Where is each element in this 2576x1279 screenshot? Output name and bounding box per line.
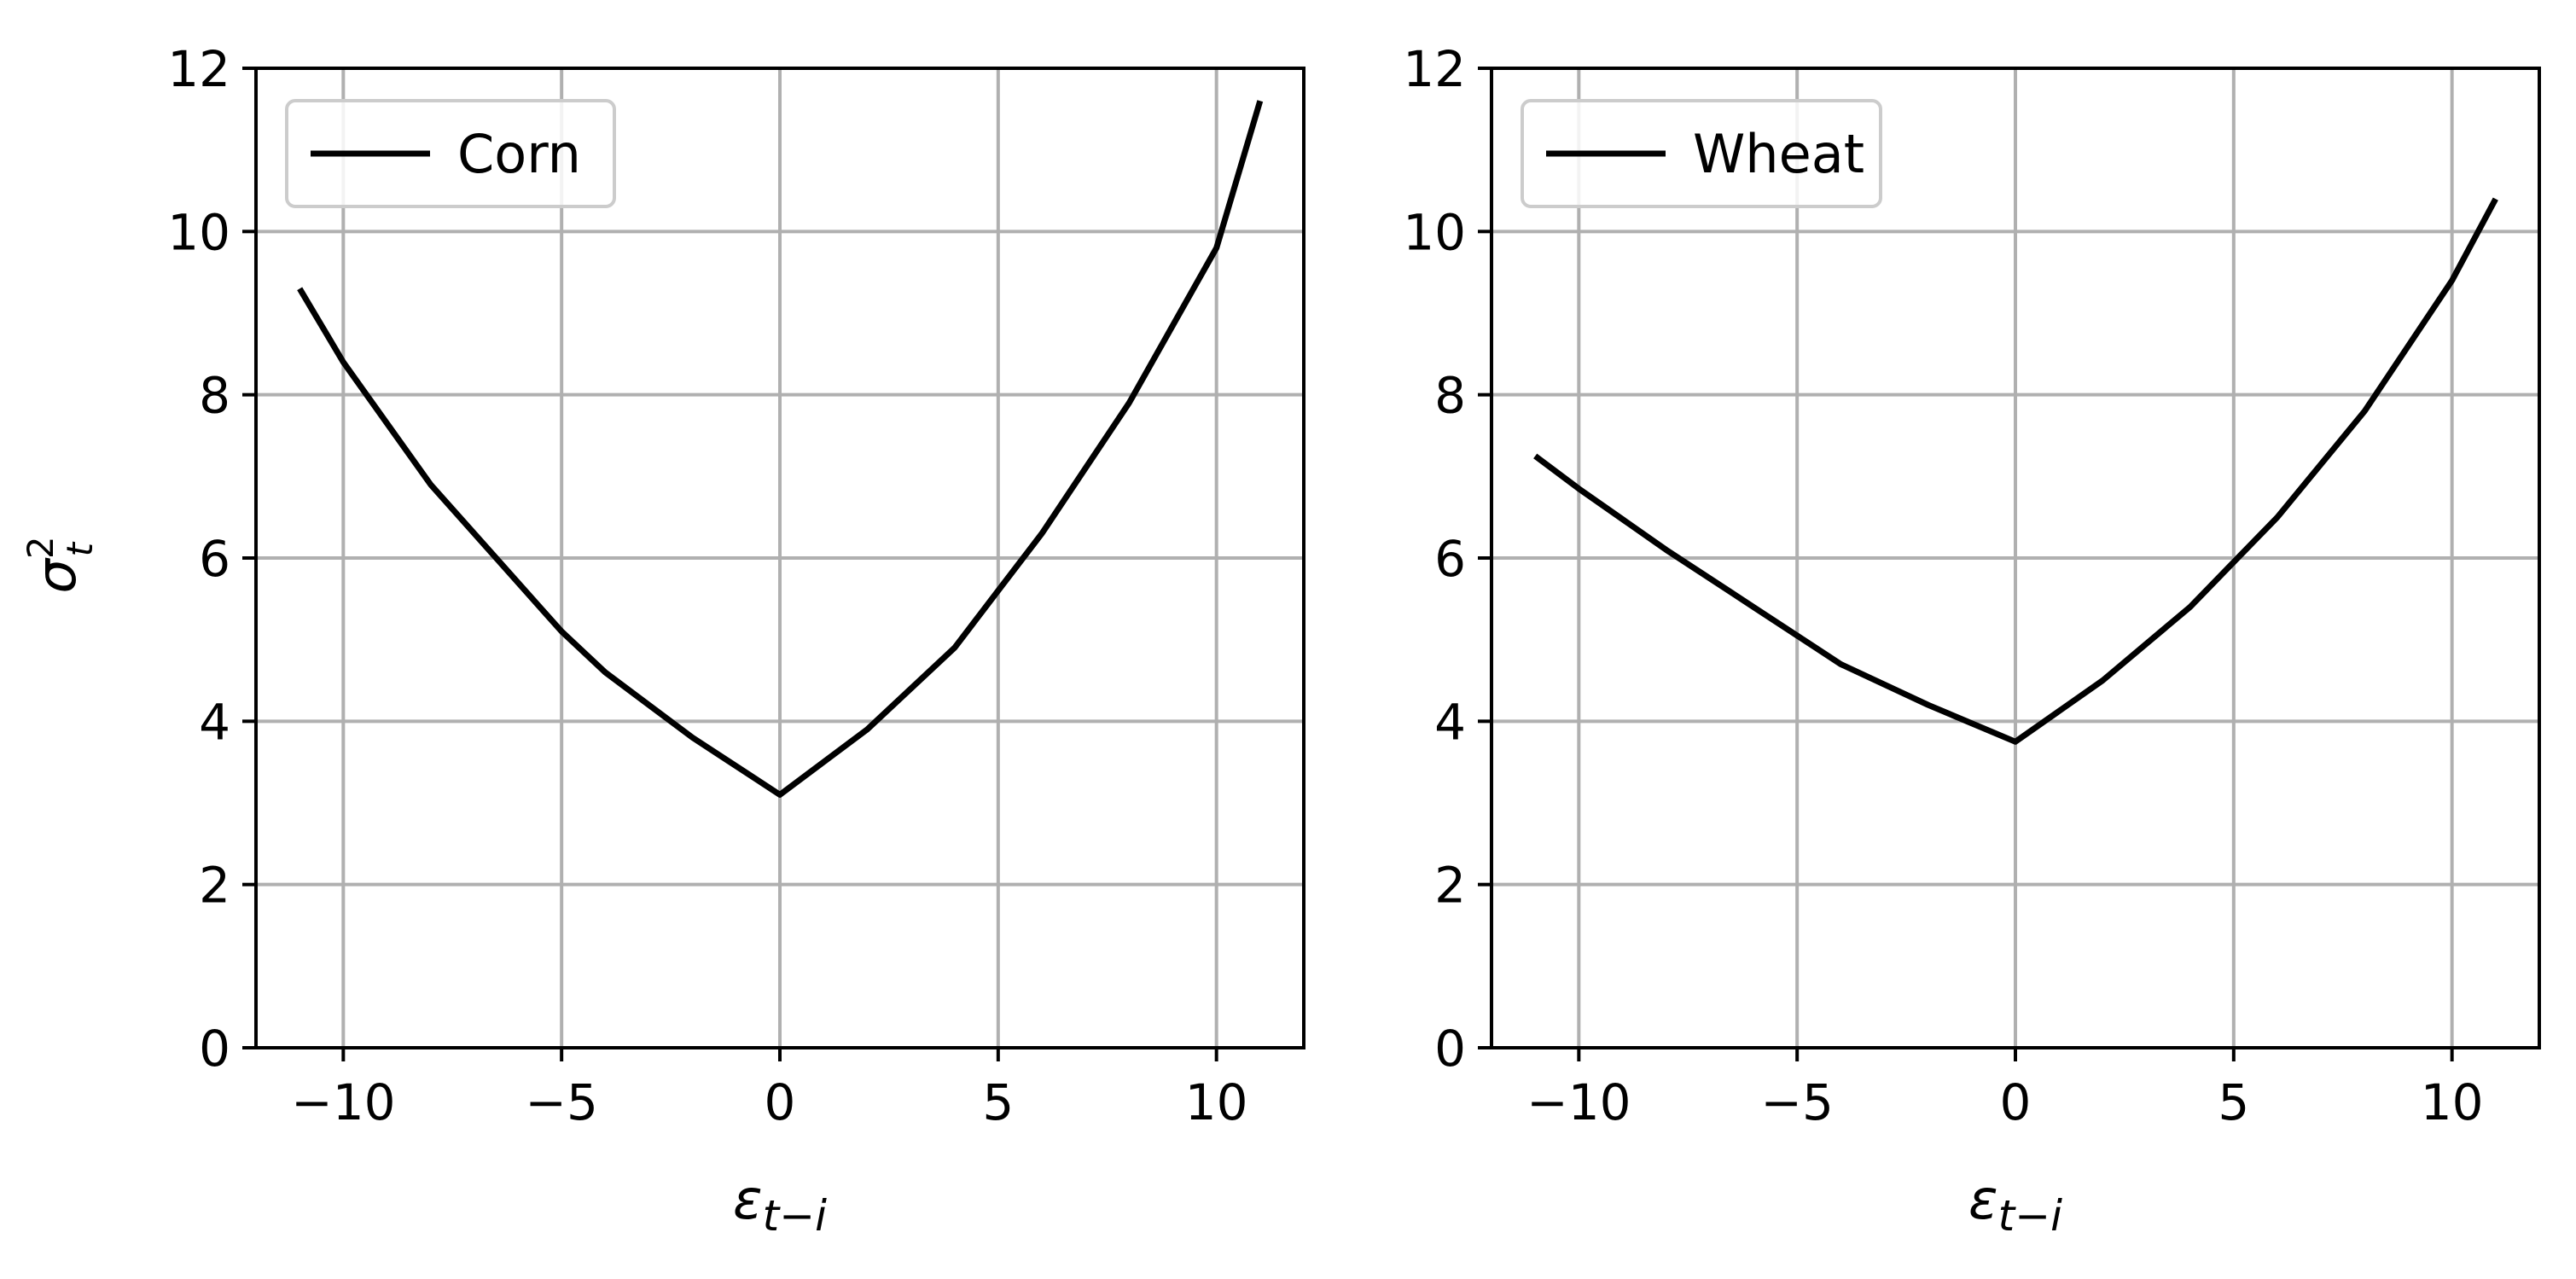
ticks: −10 −5 0 5 10 0 2 4 6 8 10 12: [1403, 40, 2483, 1131]
x-tick-label: 5: [982, 1073, 1014, 1131]
legend-label: Wheat: [1693, 123, 1864, 185]
y-tick-label: 10: [167, 203, 230, 261]
y-tick-label: 12: [167, 40, 230, 98]
y-tick-label: 8: [1434, 367, 1466, 425]
x-tick-label: 0: [765, 1073, 796, 1131]
x-tick-label: 5: [2218, 1073, 2249, 1131]
x-tick-label: −10: [291, 1073, 395, 1131]
chart-panel-2: −10 −5 0 5 10 0 2 4 6 8 10 12 εt−i Wheat: [1403, 40, 2541, 1241]
series-line-wheat: [1533, 197, 2498, 745]
grid: [1492, 67, 2539, 1049]
ticks: −10 −5 0 5 10 0 2 4 6 8 10 12: [167, 40, 1247, 1131]
y-tick-label: 6: [199, 530, 230, 588]
grid: [256, 67, 1304, 1049]
y-tick-label: 6: [1434, 530, 1466, 588]
y-tick-label: 4: [1434, 693, 1466, 751]
chart-panels: −10 −5 0 5 10 0 2 4 6 8 10 12 εt−i σ2t Corn −10 −5 0 5 10 0 2…: [20, 40, 2541, 1241]
x-axis-label: εt−i: [733, 1169, 827, 1241]
x-axis-label: εt−i: [1968, 1169, 2062, 1241]
x-tick-label: −10: [1526, 1073, 1631, 1131]
y-tick-label: 8: [199, 367, 230, 425]
chart-panel-1: −10 −5 0 5 10 0 2 4 6 8 10 12 εt−i σ2t Corn: [20, 40, 1305, 1241]
y-axis-label: σ2t: [20, 536, 101, 593]
x-tick-label: 10: [1185, 1073, 1248, 1131]
legend: Corn: [285, 99, 616, 208]
x-tick-label: −5: [1760, 1073, 1834, 1131]
legend-box: [285, 99, 616, 208]
legend-box: [1521, 99, 1882, 208]
y-tick-label: 12: [1403, 40, 1466, 98]
y-tick-label: 10: [1403, 203, 1466, 261]
y-tick-label: 2: [199, 857, 230, 915]
x-tick-label: 0: [2000, 1073, 2032, 1131]
legend-label: Corn: [457, 123, 581, 185]
y-tick-label: 2: [1434, 857, 1466, 915]
y-tick-label: 0: [1434, 1020, 1466, 1078]
x-tick-label: −5: [525, 1073, 598, 1131]
legend: Wheat: [1521, 99, 1882, 208]
y-tick-label: 0: [199, 1020, 230, 1078]
y-tick-label: 4: [199, 693, 230, 751]
series-line-corn: [297, 100, 1264, 798]
x-tick-label: 10: [2421, 1073, 2484, 1131]
